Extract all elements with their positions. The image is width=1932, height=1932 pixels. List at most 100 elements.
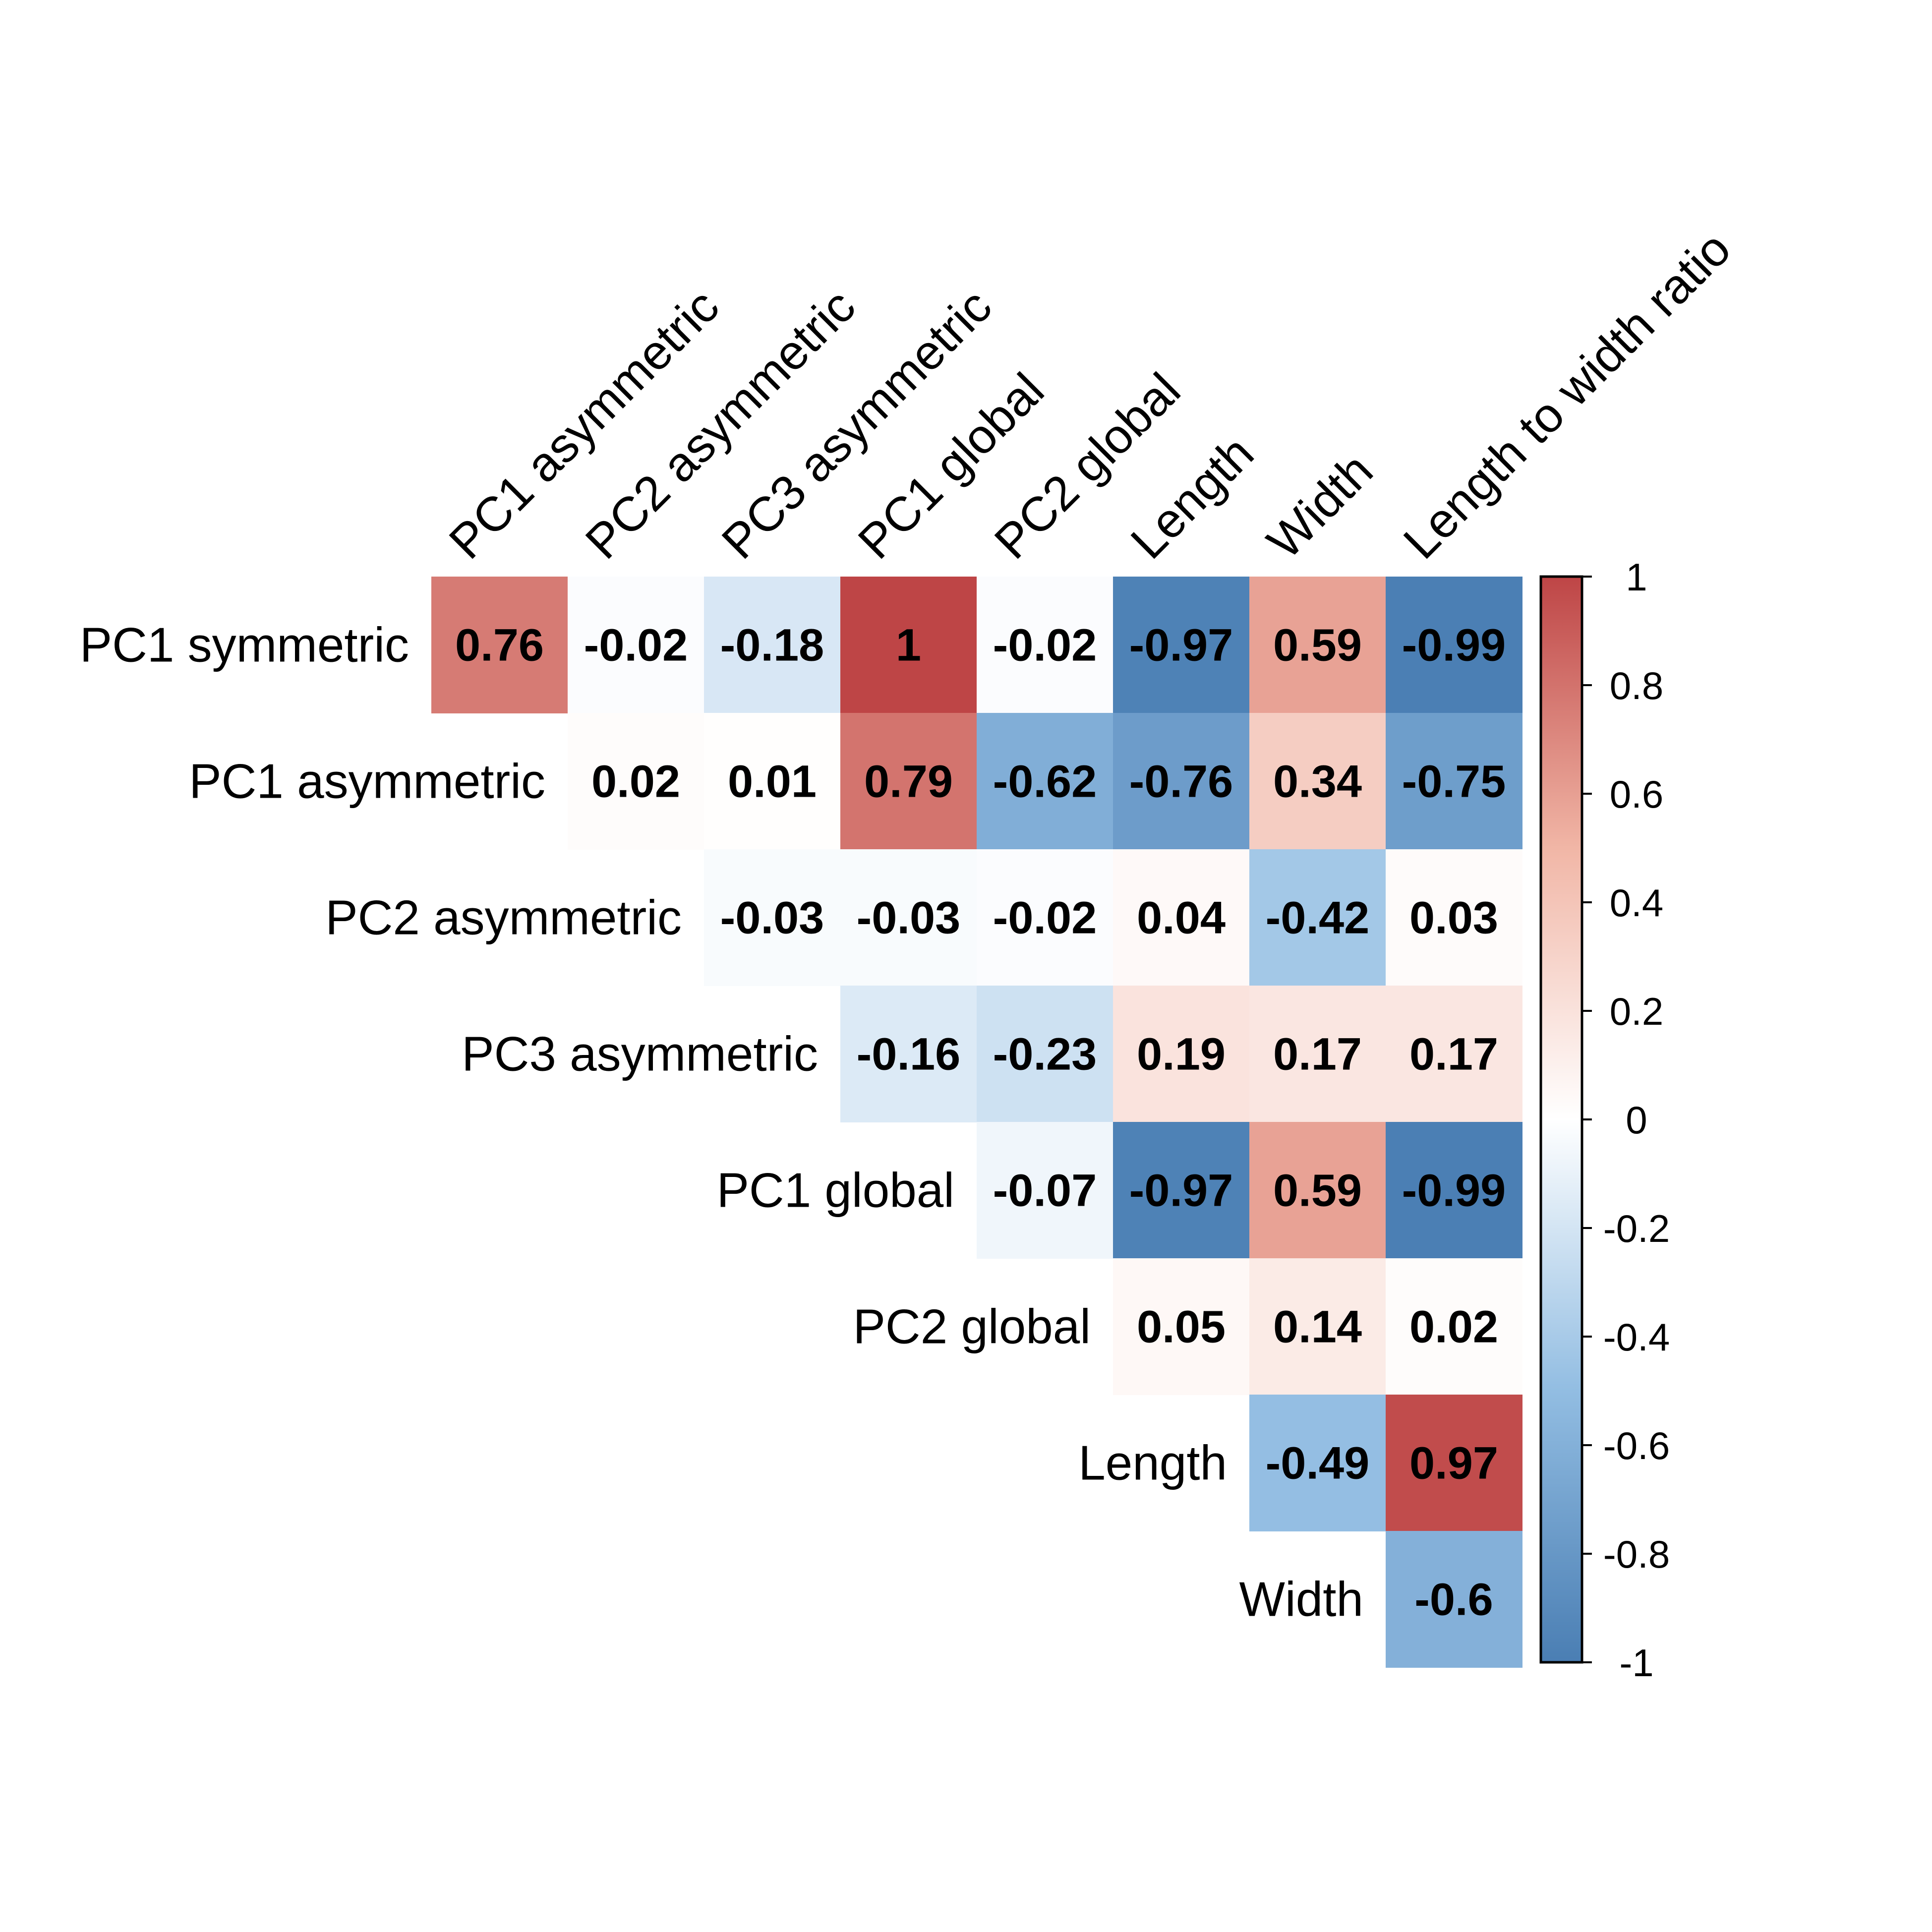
heatmap-cell	[977, 849, 1113, 986]
cell-value-label: 0.03	[1409, 893, 1498, 943]
heatmap-cell	[977, 713, 1113, 850]
cell-value-label: 0.01	[728, 757, 817, 807]
row-label: PC1 symmetric	[80, 618, 409, 672]
heatmap-cell	[1249, 577, 1386, 713]
row-label: Length	[1078, 1436, 1227, 1490]
cell-value-label: 0.17	[1273, 1029, 1362, 1080]
heatmap-cell	[1386, 986, 1522, 1122]
colorbar-tick-label: 0	[1626, 1098, 1647, 1142]
cell-value-label: -0.18	[720, 620, 824, 671]
cell-value-label: -0.76	[1129, 757, 1233, 807]
heatmap-cell	[568, 577, 704, 713]
cell-value-label: 0.34	[1273, 757, 1362, 807]
heatmap-cell	[1249, 713, 1386, 850]
cell-value-label: 0.59	[1273, 1166, 1362, 1216]
cell-value-label: -0.03	[857, 893, 961, 943]
heatmap-cell	[840, 849, 977, 986]
cell-value-label: -0.02	[993, 893, 1097, 943]
cell-value-label: 0.04	[1137, 893, 1226, 943]
cell-value-label: 0.05	[1137, 1302, 1226, 1352]
heatmap-cell	[1386, 1395, 1522, 1531]
heatmap-cell	[1386, 1531, 1522, 1668]
row-label: PC3 asymmetric	[462, 1027, 818, 1081]
heatmap-cells	[431, 577, 1522, 1668]
row-label: PC1 asymmetric	[189, 754, 545, 809]
colorbar-tick-label: 0.2	[1610, 990, 1663, 1033]
heatmap-cell	[1386, 1122, 1522, 1259]
cell-value-label: 0.14	[1273, 1302, 1362, 1352]
heatmap-cell	[1249, 849, 1386, 986]
cell-value-label: 0.02	[591, 757, 680, 807]
colorbar-tick-label: -1	[1619, 1641, 1653, 1685]
heatmap-cell	[977, 1122, 1113, 1259]
heatmap-cell	[431, 577, 568, 713]
row-label: PC1 global	[717, 1163, 954, 1218]
cell-value-label: -0.16	[857, 1029, 961, 1080]
cell-value-label: -0.42	[1266, 893, 1370, 943]
heatmap-cell	[1113, 577, 1250, 713]
cell-value-label: 0.97	[1409, 1438, 1498, 1489]
heatmap-cell	[1249, 986, 1386, 1122]
heatmap-cell	[1113, 849, 1250, 986]
cell-value-label: 0.59	[1273, 620, 1362, 671]
cell-value-label: -0.97	[1129, 620, 1233, 671]
heatmap-cell	[1386, 713, 1522, 850]
cell-value-label: 0.79	[864, 757, 953, 807]
cell-value-label: -0.02	[584, 620, 688, 671]
row-label: PC2 global	[853, 1299, 1091, 1354]
heatmap-cell	[704, 577, 841, 713]
heatmap-cell	[1113, 1258, 1250, 1395]
colorbar-gradient	[1539, 575, 1583, 1664]
column-label: Length to width ratio	[1393, 221, 1741, 569]
cell-value-label: 0.02	[1409, 1302, 1498, 1352]
heatmap-cell	[704, 849, 841, 986]
heatmap-cell	[1386, 577, 1522, 713]
cell-value-label: -0.6	[1414, 1575, 1493, 1625]
colorbar-tick-label: -0.4	[1603, 1315, 1670, 1359]
cell-value-label: -0.97	[1129, 1166, 1233, 1216]
cell-value-label: -0.99	[1402, 620, 1506, 671]
cell-value-label: 0.19	[1137, 1029, 1226, 1080]
heatmap-cell	[840, 577, 977, 713]
heatmap-cell	[1113, 713, 1250, 850]
row-label: PC2 asymmetric	[325, 890, 682, 945]
colorbar-tick-label: 1	[1626, 555, 1647, 599]
cell-value-label: -0.23	[993, 1029, 1097, 1080]
heatmap-cell	[704, 713, 841, 850]
colorbar-tick-label: -0.8	[1603, 1532, 1670, 1576]
colorbar-tick-label: 0.8	[1610, 664, 1663, 707]
cell-value-label: -0.62	[993, 757, 1097, 807]
cell-value-label: -0.49	[1266, 1438, 1370, 1489]
heatmap-cell	[977, 577, 1113, 713]
colorbar: 1 0.8 0.6 0.4 0.2 0 -0.2 -0.4 -0.6 -0.8 -1	[1539, 555, 1670, 1685]
cell-value-label: -0.02	[993, 620, 1097, 671]
heatmap-cell	[1113, 986, 1250, 1122]
cell-value-label: 1	[896, 620, 921, 671]
heatmap-cell	[977, 986, 1113, 1122]
row-labels: PC1 symmetric PC1 asymmetric PC2 asymmetri…	[80, 618, 1363, 1627]
heatmap-cell	[1249, 1395, 1386, 1531]
colorbar-tick-label: -0.2	[1603, 1207, 1670, 1250]
row-label: Width	[1239, 1572, 1363, 1627]
heatmap-cell	[1386, 849, 1522, 986]
heatmap-cell	[1113, 1122, 1250, 1259]
heatmap-cell	[840, 713, 977, 850]
heatmap-cell	[1249, 1122, 1386, 1259]
cell-value-label: -0.07	[993, 1166, 1097, 1216]
cell-value-label: 0.17	[1409, 1029, 1498, 1080]
heatmap-cell	[568, 713, 704, 850]
colorbar-tick-label: 0.6	[1610, 772, 1663, 816]
heatmap-cell	[840, 986, 977, 1122]
cell-value-label: -0.03	[720, 893, 824, 943]
colorbar-tick-label: 0.4	[1610, 881, 1663, 925]
column-label: Width	[1257, 443, 1383, 569]
colorbar-tick-label: -0.6	[1603, 1424, 1670, 1467]
heatmap-value-labels: 0.76 -0.02 -0.18 1 -0.02 -0.97 0.59 -0.99 0.02 0.…	[455, 620, 1506, 1625]
cell-value-label: -0.75	[1402, 757, 1506, 807]
cell-value-label: 0.76	[455, 620, 544, 671]
heatmap-cell	[1386, 1258, 1522, 1395]
heatmap-cell	[1249, 1258, 1386, 1395]
